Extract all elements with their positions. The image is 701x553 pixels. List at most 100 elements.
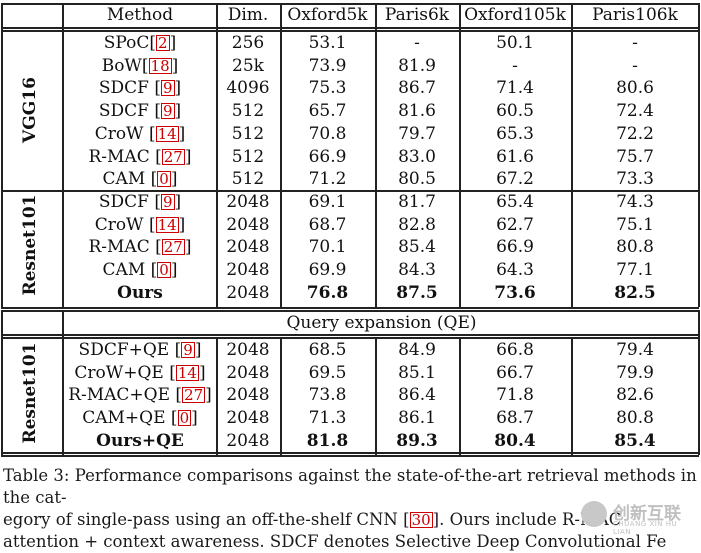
column-header: Paris106k [592, 5, 678, 25]
value-cell: - [414, 33, 420, 53]
value-cell: 80.5 [398, 169, 436, 190]
table-rule [1, 337, 699, 339]
table-rule [62, 3, 64, 307]
citation-ref[interactable]: 9 [160, 79, 175, 98]
method-cell: R-MAC [27] [88, 237, 192, 258]
table-rule [1, 455, 699, 457]
citation-ref[interactable]: 30 [409, 511, 433, 529]
method-name: R-MAC [88, 237, 156, 258]
table-rule [375, 3, 377, 307]
value-cell: 69.9 [308, 260, 347, 281]
table-rule [62, 337, 64, 455]
citation-ref[interactable]: 0 [157, 261, 171, 280]
value-cell: 61.6 [496, 146, 534, 167]
value-cell: 66.9 [308, 146, 347, 167]
method-cell: CroW [14] [94, 214, 186, 235]
value-cell: - [632, 55, 638, 76]
value-cell: 65.4 [496, 192, 534, 212]
table-rule [1, 310, 699, 312]
citation-ref[interactable]: 27 [182, 386, 206, 405]
method-name: BoW [101, 55, 142, 76]
value-cell: 74.3 [616, 192, 654, 212]
table-rule [698, 337, 700, 455]
method-name: SPoC [103, 33, 150, 53]
method-cell: SDCF [9] [98, 101, 182, 122]
value-cell: 4096 [226, 78, 270, 99]
value-cell: 84.3 [398, 260, 436, 281]
value-cell: 67.2 [496, 169, 534, 190]
table-rule [216, 337, 218, 455]
table-rule [1, 334, 699, 336]
value-cell: 2048 [226, 260, 270, 281]
table-rule [1, 30, 699, 32]
citation-ref[interactable]: 14 [155, 124, 179, 143]
table-rule [1, 27, 699, 29]
table-rule [1, 3, 3, 307]
value-cell: 84.9 [398, 340, 436, 360]
value-cell: 512 [231, 123, 265, 144]
value-cell: 53.1 [308, 33, 347, 53]
table-rule [459, 337, 461, 455]
method-cell: SDCF [9] [98, 192, 182, 212]
citation-ref[interactable]: 14 [155, 215, 179, 234]
column-header: Method [106, 5, 174, 25]
method-name: CroW [94, 123, 149, 144]
value-cell: 81.9 [398, 55, 436, 76]
value-cell: 68.7 [308, 214, 347, 235]
value-cell: 69.1 [308, 192, 347, 212]
method-name: R-MAC+QE [68, 385, 176, 406]
value-cell: 86.1 [398, 408, 436, 429]
value-cell: 73.8 [308, 385, 347, 406]
value-cell: 73.6 [494, 282, 536, 303]
method-cell: Ours [64, 282, 216, 304]
value-cell: 75.7 [616, 146, 654, 167]
method-cell: CAM [0] [102, 260, 178, 281]
watermark-icon [581, 501, 607, 527]
watermark-text: 创新互联 [613, 504, 681, 524]
column-header: Oxford5k [287, 5, 368, 25]
value-cell: 2048 [226, 282, 270, 303]
method-name: CAM [102, 169, 151, 190]
method-name: Ours+QE [96, 430, 184, 451]
table-rule [698, 310, 700, 337]
value-cell: 65.3 [496, 123, 534, 144]
value-cell: 72.2 [616, 123, 654, 144]
value-cell: 80.6 [616, 78, 654, 99]
value-cell: 66.7 [496, 362, 534, 383]
value-cell: 81.8 [306, 430, 349, 451]
citation-ref[interactable]: 0 [177, 409, 192, 428]
method-cell: BoW[18] [101, 55, 179, 76]
citation-ref[interactable]: 27 [161, 238, 185, 257]
method-name: SDCF [98, 192, 155, 212]
method-cell: Ours+QE [64, 430, 216, 452]
value-cell: 70.1 [308, 237, 347, 258]
value-cell: 79.9 [616, 362, 654, 383]
citation-ref[interactable]: 9 [181, 341, 195, 359]
value-cell: 50.1 [496, 33, 534, 53]
citation-ref[interactable]: 9 [160, 102, 175, 121]
value-cell: 66.8 [496, 340, 534, 360]
method-cell: SDCF [9] [98, 78, 182, 99]
value-cell: 80.4 [494, 430, 536, 451]
column-header: Dim. [227, 5, 269, 25]
citation-ref[interactable]: 27 [161, 147, 185, 166]
table-rule [280, 3, 282, 307]
value-cell: 73.3 [616, 169, 654, 190]
value-cell: 89.3 [396, 430, 438, 451]
citation-ref[interactable]: 18 [148, 56, 172, 75]
value-cell: 75.3 [308, 78, 347, 99]
value-cell: 512 [231, 101, 265, 122]
group-label: Resnet101 [20, 194, 40, 296]
method-cell: CroW+QE [14] [74, 362, 206, 383]
value-cell: 72.4 [616, 101, 654, 122]
table-rule [1, 337, 3, 455]
citation-ref[interactable]: 2 [156, 34, 170, 52]
value-cell: 68.7 [496, 408, 534, 429]
citation-ref[interactable]: 9 [160, 193, 175, 211]
table-rule [1, 307, 699, 309]
citation-ref[interactable]: 14 [175, 363, 199, 382]
table-rule [459, 3, 461, 307]
citation-ref[interactable]: 0 [157, 170, 171, 189]
value-cell: - [512, 55, 518, 76]
value-cell: 2048 [226, 192, 270, 212]
